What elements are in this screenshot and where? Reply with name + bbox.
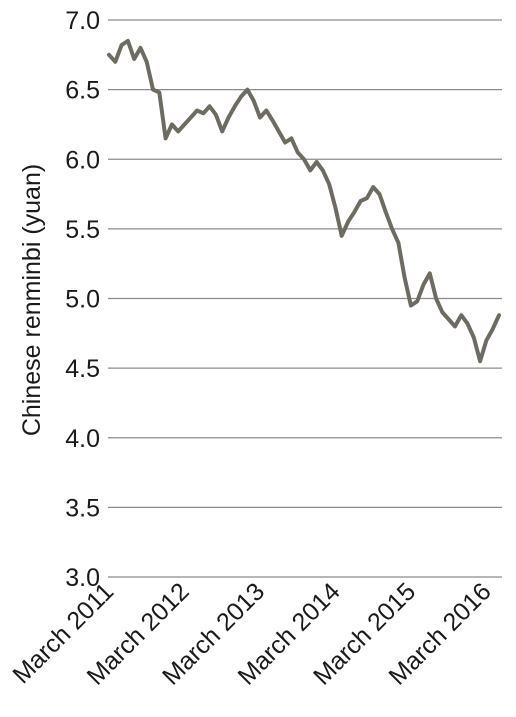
- y-tick-label: 6.5: [65, 77, 100, 105]
- y-tick-label: 3.0: [65, 564, 100, 592]
- gridlines: [108, 19, 502, 578]
- series-group: [107, 38, 501, 364]
- y-tick-label: 5.5: [65, 216, 100, 244]
- y-tick-label: 3.5: [65, 494, 100, 522]
- series-line: [107, 38, 501, 364]
- y-tick-label: 6.0: [65, 146, 100, 174]
- y-tick-label: 5.0: [65, 286, 100, 314]
- y-tick-label: 4.0: [65, 425, 100, 453]
- y-axis-ticks: 3.0 3.5 4.0 4.5 5.0 5.5 6.0 6.5 7.0: [65, 7, 100, 592]
- y-tick-label: 4.5: [65, 355, 100, 383]
- y-axis-title: Chinese renminbi (yuan): [18, 164, 46, 436]
- y-tick-label: 7.0: [65, 7, 100, 35]
